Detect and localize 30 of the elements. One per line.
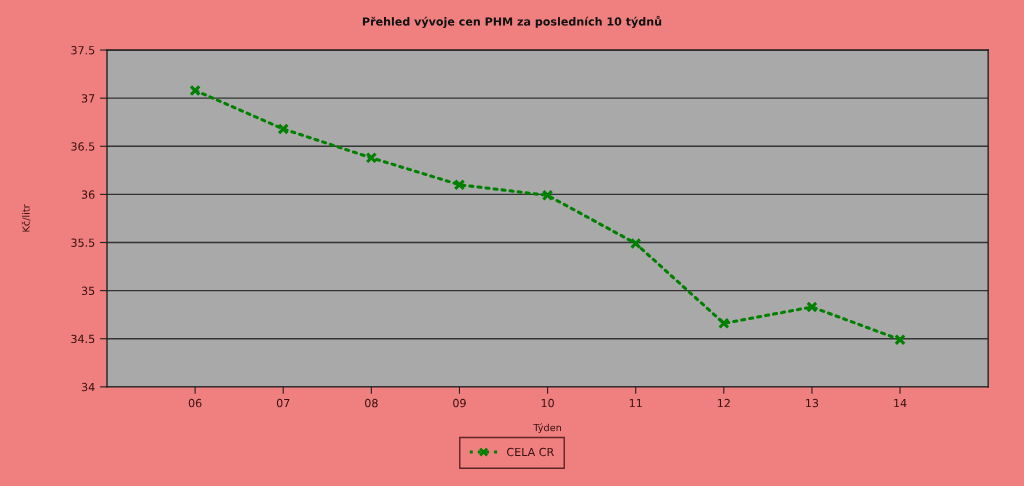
x-tick-label: 07: [276, 398, 290, 408]
point: [189, 84, 201, 97]
x-axis-title: Týden: [533, 423, 561, 434]
point: [365, 152, 378, 164]
y-tick-label: 37.5: [71, 46, 95, 55]
y-tick-label: 35.5: [71, 238, 95, 247]
y-tick-label: 37: [81, 94, 95, 103]
point: [894, 334, 906, 346]
point: [277, 123, 289, 135]
x-tick-label: 10: [541, 398, 554, 408]
y-tick-label: 34: [81, 382, 95, 392]
x-tick-label: 14: [894, 399, 907, 408]
point: [630, 237, 642, 250]
x-tick-label: 13: [806, 398, 819, 408]
x-tick-label: 12: [717, 398, 730, 408]
point: [806, 301, 818, 313]
y-tick-label: 34.5: [71, 334, 95, 344]
x-tick-label: 11: [629, 399, 642, 408]
y-tick-label: 36: [81, 190, 95, 199]
point: [718, 317, 730, 330]
point: [453, 179, 466, 191]
chart-title: Přehled vývoje cen PHM za posledních 10 týdnů: [362, 15, 662, 28]
x-tick-label: 09: [453, 398, 466, 408]
y-tick-label: 35: [81, 286, 95, 296]
point: [541, 189, 554, 202]
y-tick-label: 36.5: [71, 142, 95, 151]
x-tick-label: 08: [365, 398, 378, 408]
x-tick-label: 06: [188, 398, 202, 408]
y-axis-title: Kč/litr: [21, 204, 31, 232]
legend-label: CELA CR: [507, 447, 554, 457]
